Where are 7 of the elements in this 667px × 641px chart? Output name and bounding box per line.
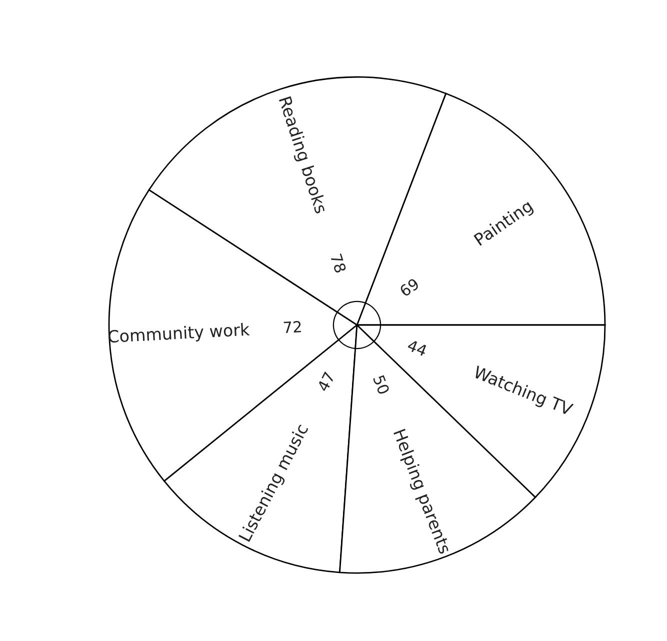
data-label: 50	[372, 374, 390, 395]
data-label: 69	[398, 278, 420, 298]
data-label: 44	[406, 339, 428, 356]
data-label: 72	[284, 320, 302, 334]
data-label: 78	[330, 253, 347, 274]
data-label: 47	[316, 372, 335, 392]
slice-label: Community work	[108, 322, 250, 346]
